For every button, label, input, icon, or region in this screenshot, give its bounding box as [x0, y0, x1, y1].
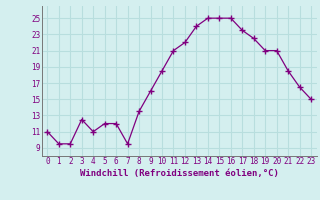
X-axis label: Windchill (Refroidissement éolien,°C): Windchill (Refroidissement éolien,°C) [80, 169, 279, 178]
